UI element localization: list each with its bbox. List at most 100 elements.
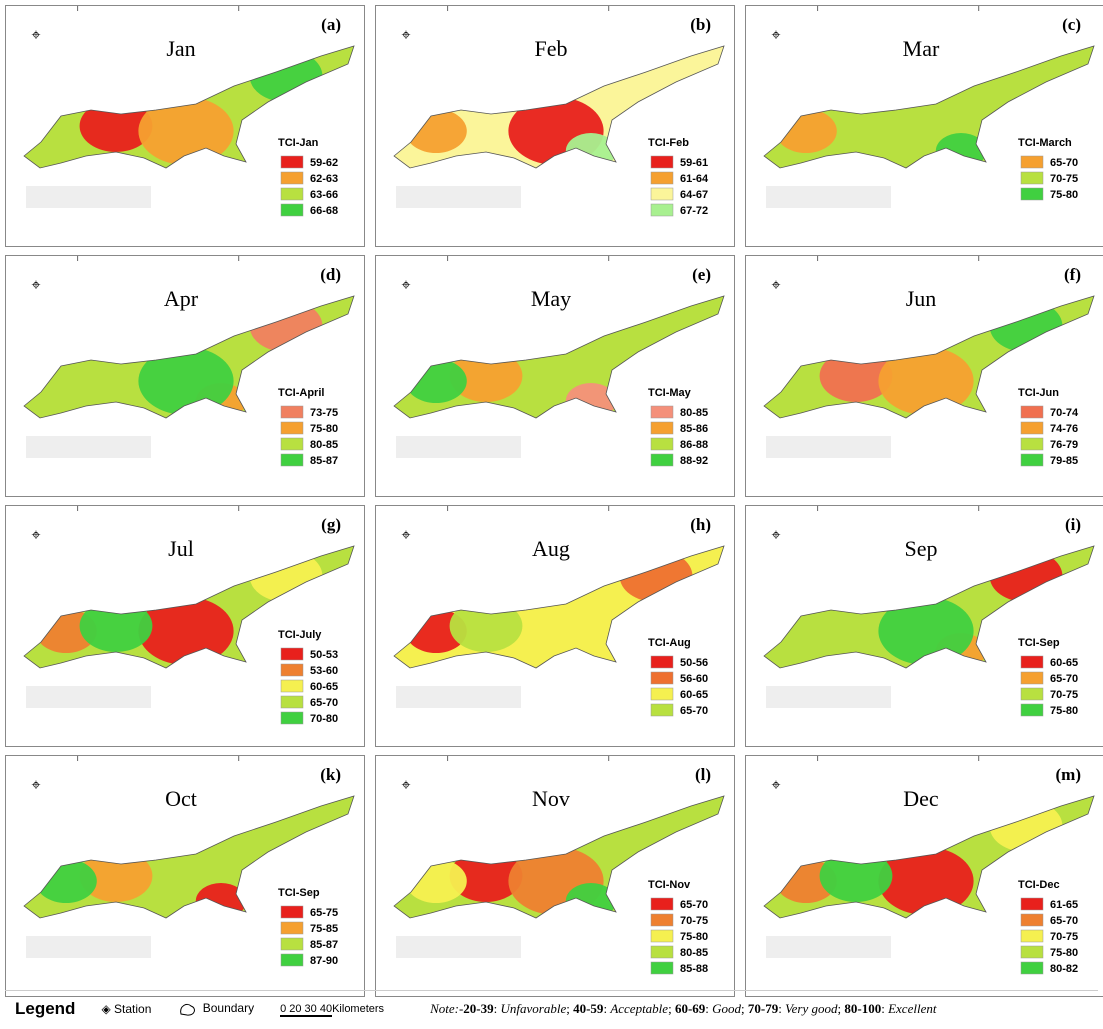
tci-zone bbox=[619, 550, 693, 602]
tci-zones bbox=[405, 97, 617, 168]
tci-zone bbox=[935, 133, 987, 168]
compass: ⌖ bbox=[31, 527, 40, 544]
tci-zone bbox=[449, 600, 523, 652]
legend-swatch bbox=[1020, 929, 1044, 943]
map-panel: ⌖ Dec (m) TCI-Dec 61-65 65-70 70-75 75-80 80-82 bbox=[745, 755, 1103, 997]
tci-zone bbox=[565, 133, 617, 168]
compass: ⌖ bbox=[401, 777, 410, 794]
legend-title: TCI-March bbox=[1018, 137, 1072, 149]
map-svg: ⌖ Feb (b) TCI-Feb 59-61 61-64 64-67 67-72 bbox=[393, 6, 725, 217]
month-title: Feb bbox=[535, 36, 568, 61]
legend-label: 65-70 bbox=[680, 899, 708, 911]
boundary bbox=[23, 45, 355, 169]
compass: ⌖ bbox=[771, 27, 780, 44]
tci-zone bbox=[565, 883, 617, 918]
month-title: Jun bbox=[906, 286, 937, 311]
scale-unit: Kilometers bbox=[332, 1003, 385, 1015]
tci-zone bbox=[508, 847, 604, 915]
legend-swatch bbox=[1020, 437, 1044, 451]
month-title: Jul bbox=[168, 536, 194, 561]
panel-letter: (m) bbox=[1056, 765, 1081, 784]
label-box bbox=[766, 686, 891, 708]
panel-letter: (c) bbox=[1062, 15, 1081, 34]
legend-label: 62-63 bbox=[310, 173, 338, 185]
panel-letter: (f) bbox=[1064, 265, 1081, 284]
legend-label: 61-65 bbox=[1050, 899, 1078, 911]
tci-zone bbox=[195, 883, 247, 918]
legend-label: 60-65 bbox=[1050, 657, 1078, 669]
boundary-icon bbox=[180, 1003, 196, 1016]
label-box bbox=[26, 936, 151, 958]
scale-bar: 0 20 30 40Kilometers bbox=[280, 1003, 385, 1017]
legend-swatch bbox=[280, 187, 304, 201]
legend-swatch bbox=[280, 647, 304, 661]
month-title: Dec bbox=[903, 786, 939, 811]
tci-zone bbox=[878, 847, 974, 915]
legend-title: TCI-Jun bbox=[1018, 387, 1059, 399]
compass: ⌖ bbox=[771, 777, 780, 794]
map-panel: ⌖ Jan (a) TCI-Jan 59-62 62-63 63-66 66-68 bbox=[5, 5, 365, 247]
panel-letter: (d) bbox=[320, 265, 341, 284]
label-box bbox=[766, 436, 891, 458]
panel-letter: (l) bbox=[695, 765, 711, 784]
map-svg: ⌖ Sep (i) TCI-Sep 60-65 65-70 70-75 75-80 bbox=[763, 506, 1095, 717]
map-legend: Legend ◈ Station Boundary 0 20 30 40Kilo… bbox=[5, 990, 1098, 1027]
legend-label: 73-75 bbox=[310, 407, 338, 419]
tci-zone bbox=[138, 347, 234, 415]
boundary bbox=[763, 45, 1095, 169]
legend-swatch bbox=[280, 695, 304, 709]
legend-label: 70-75 bbox=[1050, 931, 1078, 943]
legend-swatch bbox=[280, 711, 304, 725]
legend-label: 64-67 bbox=[680, 189, 708, 201]
panel-letter: (h) bbox=[690, 515, 711, 534]
tci-zones bbox=[35, 550, 323, 665]
map-svg: ⌖ Aug (h) TCI-Aug 50-56 56-60 60-65 65-70 bbox=[393, 506, 725, 717]
legend-label: 50-56 bbox=[680, 657, 708, 669]
legend-title: TCI-Aug bbox=[648, 637, 691, 649]
legend-label: 59-62 bbox=[310, 157, 338, 169]
note-rating: Good bbox=[712, 1001, 742, 1016]
label-box bbox=[396, 186, 521, 208]
note-range: 40-59 bbox=[573, 1001, 604, 1016]
tci-zone bbox=[819, 350, 893, 402]
legend-swatch bbox=[1020, 171, 1044, 185]
legend-swatch bbox=[650, 453, 674, 467]
tci-zone bbox=[449, 850, 523, 902]
legend-title: TCI-Feb bbox=[648, 137, 689, 149]
note-rating: Unfavorable bbox=[500, 1001, 567, 1016]
note-range: 80-100 bbox=[844, 1001, 882, 1016]
boundary-label: Boundary bbox=[202, 1001, 255, 1016]
legend-swatch bbox=[280, 405, 304, 419]
legend-label: 70-80 bbox=[310, 713, 338, 725]
legend-label: 85-87 bbox=[310, 939, 338, 951]
tci-zone bbox=[989, 300, 1063, 352]
tci-zone bbox=[405, 359, 467, 403]
legend-label: 75-80 bbox=[1050, 947, 1078, 959]
legend-swatch bbox=[650, 703, 674, 717]
map-svg: ⌖ May (e) TCI-May 80-85 85-86 86-88 88-92 bbox=[393, 256, 725, 467]
legend-swatch bbox=[280, 663, 304, 677]
legend-swatch bbox=[1020, 453, 1044, 467]
boundary-key: Boundary bbox=[177, 1000, 254, 1018]
legend-swatch bbox=[650, 655, 674, 669]
legend-label: 74-76 bbox=[1050, 423, 1078, 435]
tci-zone bbox=[565, 383, 617, 418]
tci-zone bbox=[249, 300, 323, 352]
compass: ⌖ bbox=[401, 277, 410, 294]
legend-label: 70-75 bbox=[1050, 173, 1078, 185]
legend-swatch bbox=[280, 155, 304, 169]
legend-swatch bbox=[650, 437, 674, 451]
tci-zone bbox=[449, 350, 523, 402]
legend-swatch bbox=[1020, 421, 1044, 435]
panel-letter: (i) bbox=[1065, 515, 1081, 534]
legend-label: 70-75 bbox=[1050, 689, 1078, 701]
note-rating: Acceptable bbox=[610, 1001, 669, 1016]
label-box bbox=[26, 436, 151, 458]
map-panel: ⌖ Aug (h) TCI-Aug 50-56 56-60 60-65 65-70 bbox=[375, 505, 735, 747]
tci-zone bbox=[405, 859, 467, 903]
note-range: 60-69 bbox=[674, 1001, 706, 1016]
boundary bbox=[393, 295, 725, 419]
tci-zone bbox=[138, 97, 234, 165]
panel-letter: (k) bbox=[320, 765, 341, 784]
